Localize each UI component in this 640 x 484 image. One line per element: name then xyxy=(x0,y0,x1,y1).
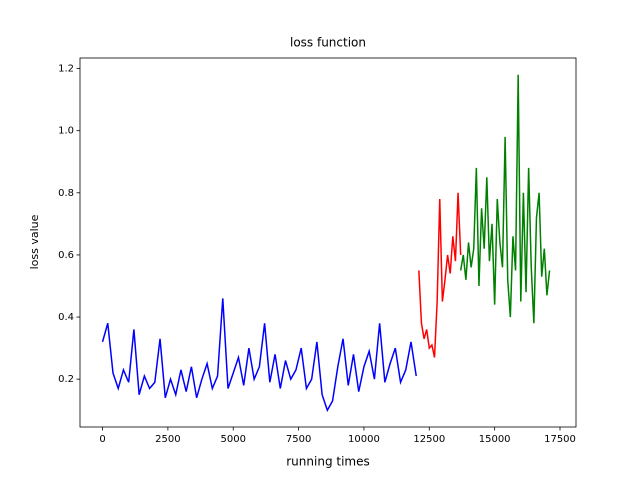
x-tick-label: 7500 xyxy=(286,434,311,445)
x-tick-label: 12500 xyxy=(413,434,445,445)
y-tick-label: 0.8 xyxy=(58,188,74,199)
y-tick-label: 1.2 xyxy=(58,64,74,75)
loss-line xyxy=(418,192,462,358)
y-tick-label: 1.0 xyxy=(58,126,74,137)
x-tick-label: 2500 xyxy=(155,434,180,445)
loss-line xyxy=(459,74,551,324)
x-tick-label: 0 xyxy=(99,434,105,445)
chart-title: loss function xyxy=(290,36,366,50)
loss-line xyxy=(101,298,417,413)
x-tick-label: 5000 xyxy=(221,434,246,445)
x-axis-label: running times xyxy=(286,455,369,469)
x-tick-label: 17500 xyxy=(544,434,576,445)
plot-frame xyxy=(79,57,577,428)
y-tick-label: 0.6 xyxy=(58,250,74,261)
y-axis-label: loss value xyxy=(28,214,41,269)
x-tick-label: 15000 xyxy=(479,434,511,445)
x-tick-label: 10000 xyxy=(348,434,380,445)
y-tick-label: 0.2 xyxy=(58,374,74,385)
y-tick-label: 0.4 xyxy=(58,312,74,323)
